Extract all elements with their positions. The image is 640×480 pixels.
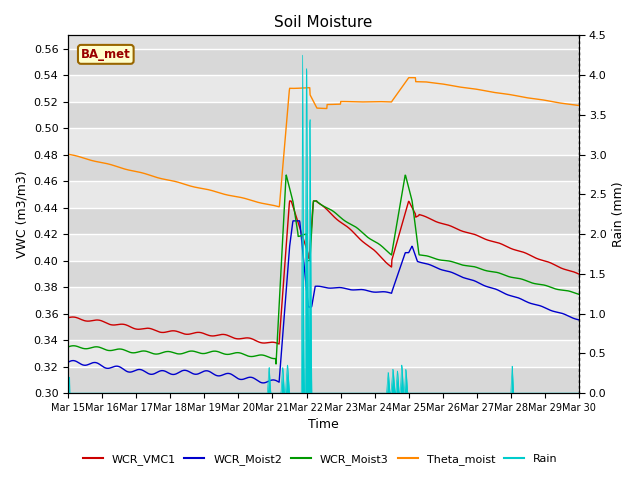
Bar — [68, 367, 579, 393]
WCR_VMC1 — [104, 321, 111, 326]
WCR_Moist2 — [125, 369, 132, 375]
Bar — [68, 181, 579, 208]
WCR_Moist3 — [282, 188, 289, 194]
Line: Theta_moist: Theta_moist — [68, 78, 579, 207]
Bar — [68, 208, 579, 234]
WCR_VMC1 — [275, 341, 283, 347]
Theta_moist — [355, 99, 363, 105]
Theta_moist — [64, 151, 72, 157]
WCR_Moist2 — [356, 287, 364, 292]
WCR_Moist3 — [64, 344, 72, 350]
WCR_VMC1 — [356, 236, 364, 241]
WCR_VMC1 — [575, 271, 583, 277]
Bar — [68, 234, 579, 261]
WCR_Moist2 — [282, 300, 289, 306]
WCR_Moist2 — [259, 380, 267, 386]
Bar — [68, 102, 579, 128]
WCR_Moist3 — [356, 227, 364, 233]
WCR_Moist2 — [301, 275, 309, 280]
WCR_VMC1 — [125, 323, 132, 329]
Theta_moist — [275, 204, 283, 210]
Theta_moist — [301, 85, 309, 91]
Bar — [68, 313, 579, 340]
WCR_Moist3 — [301, 231, 309, 237]
Legend: WCR_VMC1, WCR_Moist2, WCR_Moist3, Theta_moist, Rain: WCR_VMC1, WCR_Moist2, WCR_Moist3, Theta_… — [78, 450, 562, 469]
Bar — [68, 340, 579, 367]
WCR_VMC1 — [286, 198, 294, 204]
Theta_moist — [575, 103, 583, 108]
Theta_moist — [292, 85, 300, 91]
WCR_Moist3 — [272, 361, 280, 367]
Text: BA_met: BA_met — [81, 48, 131, 61]
Bar — [68, 155, 579, 181]
Bar — [68, 287, 579, 313]
WCR_VMC1 — [282, 256, 289, 262]
Theta_moist — [282, 135, 289, 141]
WCR_Moist2 — [292, 218, 300, 224]
WCR_Moist2 — [64, 360, 72, 365]
Bar — [68, 48, 579, 75]
Line: WCR_VMC1: WCR_VMC1 — [68, 201, 579, 344]
Bar — [68, 128, 579, 155]
WCR_Moist2 — [575, 317, 583, 323]
WCR_VMC1 — [292, 214, 300, 219]
Line: WCR_Moist3: WCR_Moist3 — [68, 175, 579, 364]
Bar — [68, 261, 579, 287]
Theta_moist — [125, 167, 132, 173]
Bar — [68, 75, 579, 102]
Theta_moist — [407, 75, 415, 81]
WCR_Moist3 — [125, 349, 132, 355]
WCR_VMC1 — [64, 315, 72, 321]
Line: WCR_Moist2: WCR_Moist2 — [68, 221, 579, 383]
WCR_VMC1 — [301, 242, 309, 248]
Y-axis label: VWC (m3/m3): VWC (m3/m3) — [15, 170, 28, 258]
WCR_Moist3 — [104, 348, 111, 353]
WCR_Moist3 — [282, 172, 290, 178]
WCR_Moist3 — [292, 219, 300, 225]
WCR_Moist3 — [575, 291, 583, 297]
WCR_Moist2 — [289, 218, 297, 224]
X-axis label: Time: Time — [308, 419, 339, 432]
WCR_Moist2 — [104, 365, 111, 371]
Theta_moist — [104, 161, 111, 167]
Y-axis label: Rain (mm): Rain (mm) — [612, 181, 625, 247]
Title: Soil Moisture: Soil Moisture — [275, 15, 372, 30]
